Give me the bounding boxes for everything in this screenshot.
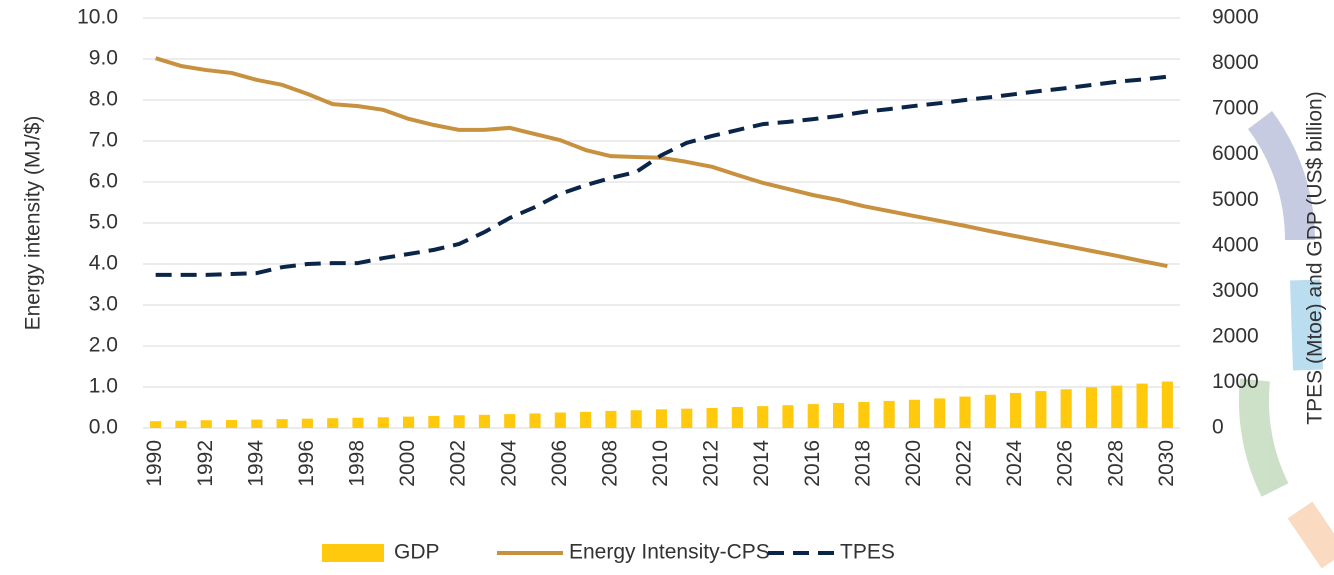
bar — [959, 397, 970, 428]
bar — [985, 395, 996, 428]
x-tick-label: 2004 — [497, 440, 520, 487]
x-tick-label: 2022 — [953, 440, 976, 487]
y2-tick-label: 9000 — [1212, 6, 1259, 29]
bar — [504, 414, 515, 428]
bar — [1086, 387, 1097, 428]
bar — [201, 420, 212, 428]
bar — [732, 407, 743, 428]
bar — [934, 398, 945, 428]
bar — [479, 415, 490, 428]
legend-label: TPES — [840, 541, 895, 564]
bar — [681, 409, 692, 428]
x-tick-label: 2002 — [447, 440, 470, 487]
bar — [327, 418, 338, 428]
y2-tick-label: 6000 — [1212, 142, 1259, 165]
x-tick-label: 2016 — [801, 440, 824, 487]
bar — [1111, 386, 1122, 428]
x-tick-label: 2024 — [1003, 440, 1026, 487]
y-tick-label: 9.0 — [89, 47, 118, 70]
bar — [1035, 391, 1046, 428]
bar — [782, 405, 793, 428]
line — [156, 58, 1168, 266]
y-tick-label: 0.0 — [89, 416, 118, 439]
y-tick-label: 8.0 — [89, 88, 118, 111]
y2-axis-title: TPES (Mtoe) and GDP (US$ billion) — [1304, 91, 1327, 424]
x-tick-label: 2000 — [396, 440, 419, 487]
legend-label: Energy Intensity-CPS — [569, 541, 770, 564]
y2-tick-label: 0 — [1212, 416, 1224, 439]
x-tick-label: 2020 — [902, 440, 925, 487]
x-tick-label: 2014 — [750, 440, 773, 487]
bar — [454, 415, 465, 428]
y-tick-label: 6.0 — [89, 170, 118, 193]
x-tick-label: 1996 — [295, 440, 318, 487]
bar — [808, 404, 819, 428]
x-tick-label: 2006 — [548, 440, 571, 487]
x-tick-label: 2030 — [1155, 440, 1178, 487]
bar — [378, 417, 389, 428]
bar — [580, 412, 591, 428]
y2-tick-label: 5000 — [1212, 188, 1259, 211]
y-tick-label: 3.0 — [89, 293, 118, 316]
bar — [555, 413, 566, 428]
bar — [858, 402, 869, 428]
x-tick-label: 2008 — [598, 440, 621, 487]
bar — [605, 411, 616, 428]
x-tick-label: 1994 — [244, 440, 267, 487]
y-tick-label: 4.0 — [89, 252, 118, 275]
bar — [707, 408, 718, 428]
y-tick-label: 10.0 — [77, 6, 118, 29]
bar — [884, 401, 895, 428]
bar — [277, 419, 288, 428]
bar — [428, 416, 439, 428]
y2-tick-label: 1000 — [1212, 370, 1259, 393]
bar — [150, 421, 161, 428]
x-tick-label: 2028 — [1104, 440, 1127, 487]
bar — [352, 418, 363, 428]
bar — [251, 420, 262, 428]
bar — [1136, 384, 1147, 428]
x-tick-label: 1998 — [346, 440, 369, 487]
x-tick-label: 1990 — [143, 440, 166, 487]
y-tick-label: 5.0 — [89, 211, 118, 234]
bar — [656, 409, 667, 428]
y2-tick-label: 7000 — [1212, 97, 1259, 120]
bar — [403, 417, 414, 428]
bar — [226, 420, 237, 428]
y-tick-label: 1.0 — [89, 375, 118, 398]
bar — [1061, 389, 1072, 428]
y2-tick-label: 8000 — [1212, 51, 1259, 74]
y2-tick-label: 2000 — [1212, 324, 1259, 347]
x-tick-label: 2010 — [649, 440, 672, 487]
bar — [757, 406, 768, 428]
x-tick-label: 1992 — [194, 440, 217, 487]
y-tick-label: 2.0 — [89, 334, 118, 357]
bar — [529, 413, 540, 428]
bar — [1010, 393, 1021, 428]
y-axis-title: Energy intensity (MJ/$) — [22, 116, 45, 331]
bar — [175, 421, 186, 428]
y2-tick-label: 3000 — [1212, 279, 1259, 302]
bar — [833, 403, 844, 428]
legend-swatch — [322, 544, 384, 562]
bar — [1162, 382, 1173, 428]
bar — [631, 410, 642, 428]
legend-label: GDP — [394, 541, 440, 564]
y-tick-label: 7.0 — [89, 129, 118, 152]
x-tick-label: 2026 — [1054, 440, 1077, 487]
chart: Energy intensity (MJ/$) TPES (Mtoe) and … — [0, 0, 1334, 575]
x-tick-label: 2012 — [700, 440, 723, 487]
y2-tick-label: 4000 — [1212, 233, 1259, 256]
x-tick-label: 2018 — [851, 440, 874, 487]
bar — [302, 419, 313, 428]
line — [156, 77, 1168, 275]
bar — [909, 400, 920, 428]
